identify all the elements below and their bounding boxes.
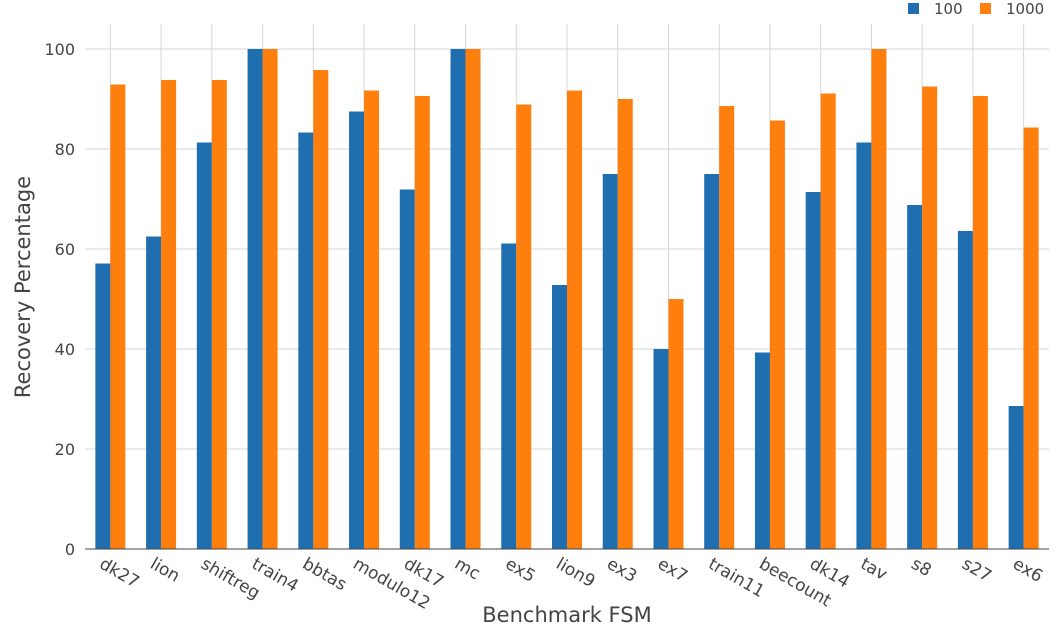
- bar-series-100-modulo12: [349, 111, 365, 549]
- bar-series-1000-ex3: [617, 99, 633, 549]
- legend-label[interactable]: 100: [934, 0, 963, 18]
- bar-series-100-lion9: [552, 285, 567, 549]
- bar-series-100-lion: [146, 236, 162, 549]
- chart-bars: [95, 49, 1039, 549]
- legend-swatch: [980, 3, 991, 14]
- x-tick-label: ex7: [654, 554, 691, 587]
- bar-series-1000-beecount: [769, 120, 785, 549]
- bar-series-100-ex5: [501, 243, 517, 549]
- x-tick-label: s8: [908, 554, 935, 581]
- bar-series-1000-train11: [719, 106, 735, 549]
- y-tick-label: 60: [55, 240, 75, 259]
- bar-series-100-mc: [450, 49, 466, 549]
- bar-series-1000-ex7: [668, 299, 684, 549]
- bar-series-1000-lion9: [567, 90, 582, 549]
- bar-series-100-dk17: [399, 189, 415, 549]
- bar-series-100-shiftreg: [196, 142, 212, 549]
- legend-swatch: [908, 3, 919, 14]
- bar-series-1000-dk27: [110, 84, 126, 549]
- bar-series-1000-ex6: [1023, 127, 1039, 549]
- bar-series-100-beecount: [754, 352, 770, 549]
- x-tick-label: lion: [147, 554, 184, 587]
- bar-series-1000-mc: [465, 49, 481, 549]
- y-axis-ticks: 0 20 40 60 80 100: [44, 40, 75, 559]
- x-axis-label: Benchmark FSM: [482, 603, 651, 627]
- bar-series-1000-s27: [972, 96, 988, 549]
- bar-series-100-train11: [704, 174, 720, 549]
- x-tick-label: tav: [857, 554, 891, 585]
- y-axis-label: Recovery Percentage: [11, 176, 35, 398]
- legend-label[interactable]: 1000: [1006, 0, 1044, 18]
- bar-series-1000-train4: [262, 49, 278, 549]
- bar-series-1000-tav: [871, 49, 887, 549]
- bar-series-1000-lion: [161, 80, 177, 549]
- bar-series-100-bbtas: [298, 132, 314, 549]
- bar-series-100-s8: [907, 205, 923, 549]
- bar-series-1000-dk17: [414, 96, 430, 549]
- bar-series-1000-modulo12: [364, 90, 380, 549]
- bar-series-1000-dk14: [820, 93, 836, 549]
- x-tick-label: ex6: [1009, 554, 1046, 587]
- x-tick-label: ex3: [603, 554, 640, 587]
- bar-series-100-train4: [247, 49, 263, 549]
- bar-series-1000-ex5: [516, 104, 532, 549]
- x-tick-label: dk27: [96, 554, 143, 592]
- y-tick-label: 20: [55, 440, 75, 459]
- bar-series-100-dk14: [805, 192, 821, 549]
- x-tick-label: lion9: [553, 554, 599, 592]
- x-tick-label: s27: [958, 554, 994, 587]
- x-tick-label: ex5: [502, 554, 539, 587]
- chart-legend[interactable]: 100 1000: [908, 0, 1044, 18]
- bar-series-100-dk27: [95, 263, 111, 549]
- bar-series-100-ex7: [653, 349, 669, 549]
- x-tick-label: train11: [705, 554, 768, 602]
- y-tick-label: 0: [65, 540, 75, 559]
- y-tick-label: 100: [44, 40, 75, 59]
- bar-series-100-s27: [957, 231, 973, 549]
- bar-series-100-ex3: [602, 174, 618, 549]
- bar-series-1000-s8: [922, 86, 938, 549]
- bar-series-100-tav: [856, 142, 872, 549]
- bar-series-1000-bbtas: [313, 70, 329, 549]
- bar-series-100-ex6: [1008, 406, 1024, 549]
- bar-series-1000-shiftreg: [211, 80, 227, 549]
- y-tick-label: 40: [55, 340, 75, 359]
- x-tick-label: bbtas: [299, 554, 350, 595]
- y-tick-label: 80: [55, 140, 75, 159]
- x-tick-label: mc: [451, 554, 483, 584]
